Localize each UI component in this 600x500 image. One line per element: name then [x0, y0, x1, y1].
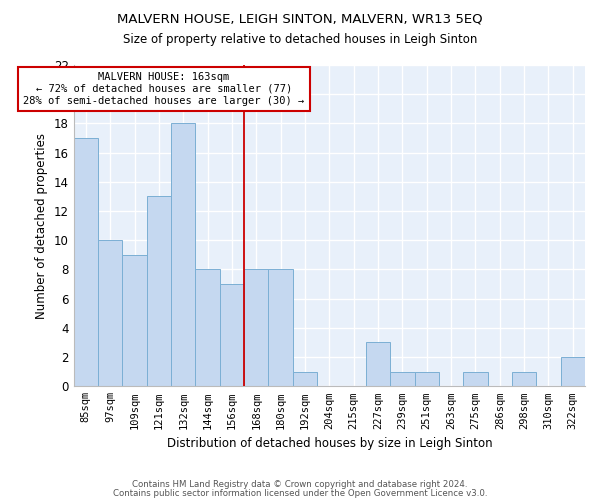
- Text: MALVERN HOUSE: 163sqm
← 72% of detached houses are smaller (77)
28% of semi-deta: MALVERN HOUSE: 163sqm ← 72% of detached …: [23, 72, 304, 106]
- Bar: [390, 372, 415, 386]
- Bar: [415, 372, 439, 386]
- Bar: [366, 342, 390, 386]
- Text: MALVERN HOUSE, LEIGH SINTON, MALVERN, WR13 5EQ: MALVERN HOUSE, LEIGH SINTON, MALVERN, WR…: [117, 12, 483, 26]
- Bar: [512, 372, 536, 386]
- Bar: [293, 372, 317, 386]
- Bar: [268, 270, 293, 386]
- Bar: [122, 255, 147, 386]
- Y-axis label: Number of detached properties: Number of detached properties: [35, 132, 48, 318]
- Text: Contains public sector information licensed under the Open Government Licence v3: Contains public sector information licen…: [113, 488, 487, 498]
- Bar: [560, 357, 585, 386]
- Bar: [220, 284, 244, 386]
- Bar: [244, 270, 268, 386]
- Bar: [147, 196, 171, 386]
- Bar: [196, 270, 220, 386]
- Bar: [171, 124, 196, 386]
- Bar: [98, 240, 122, 386]
- Bar: [463, 372, 488, 386]
- Text: Size of property relative to detached houses in Leigh Sinton: Size of property relative to detached ho…: [123, 32, 477, 46]
- Text: Contains HM Land Registry data © Crown copyright and database right 2024.: Contains HM Land Registry data © Crown c…: [132, 480, 468, 489]
- X-axis label: Distribution of detached houses by size in Leigh Sinton: Distribution of detached houses by size …: [167, 437, 492, 450]
- Bar: [74, 138, 98, 386]
